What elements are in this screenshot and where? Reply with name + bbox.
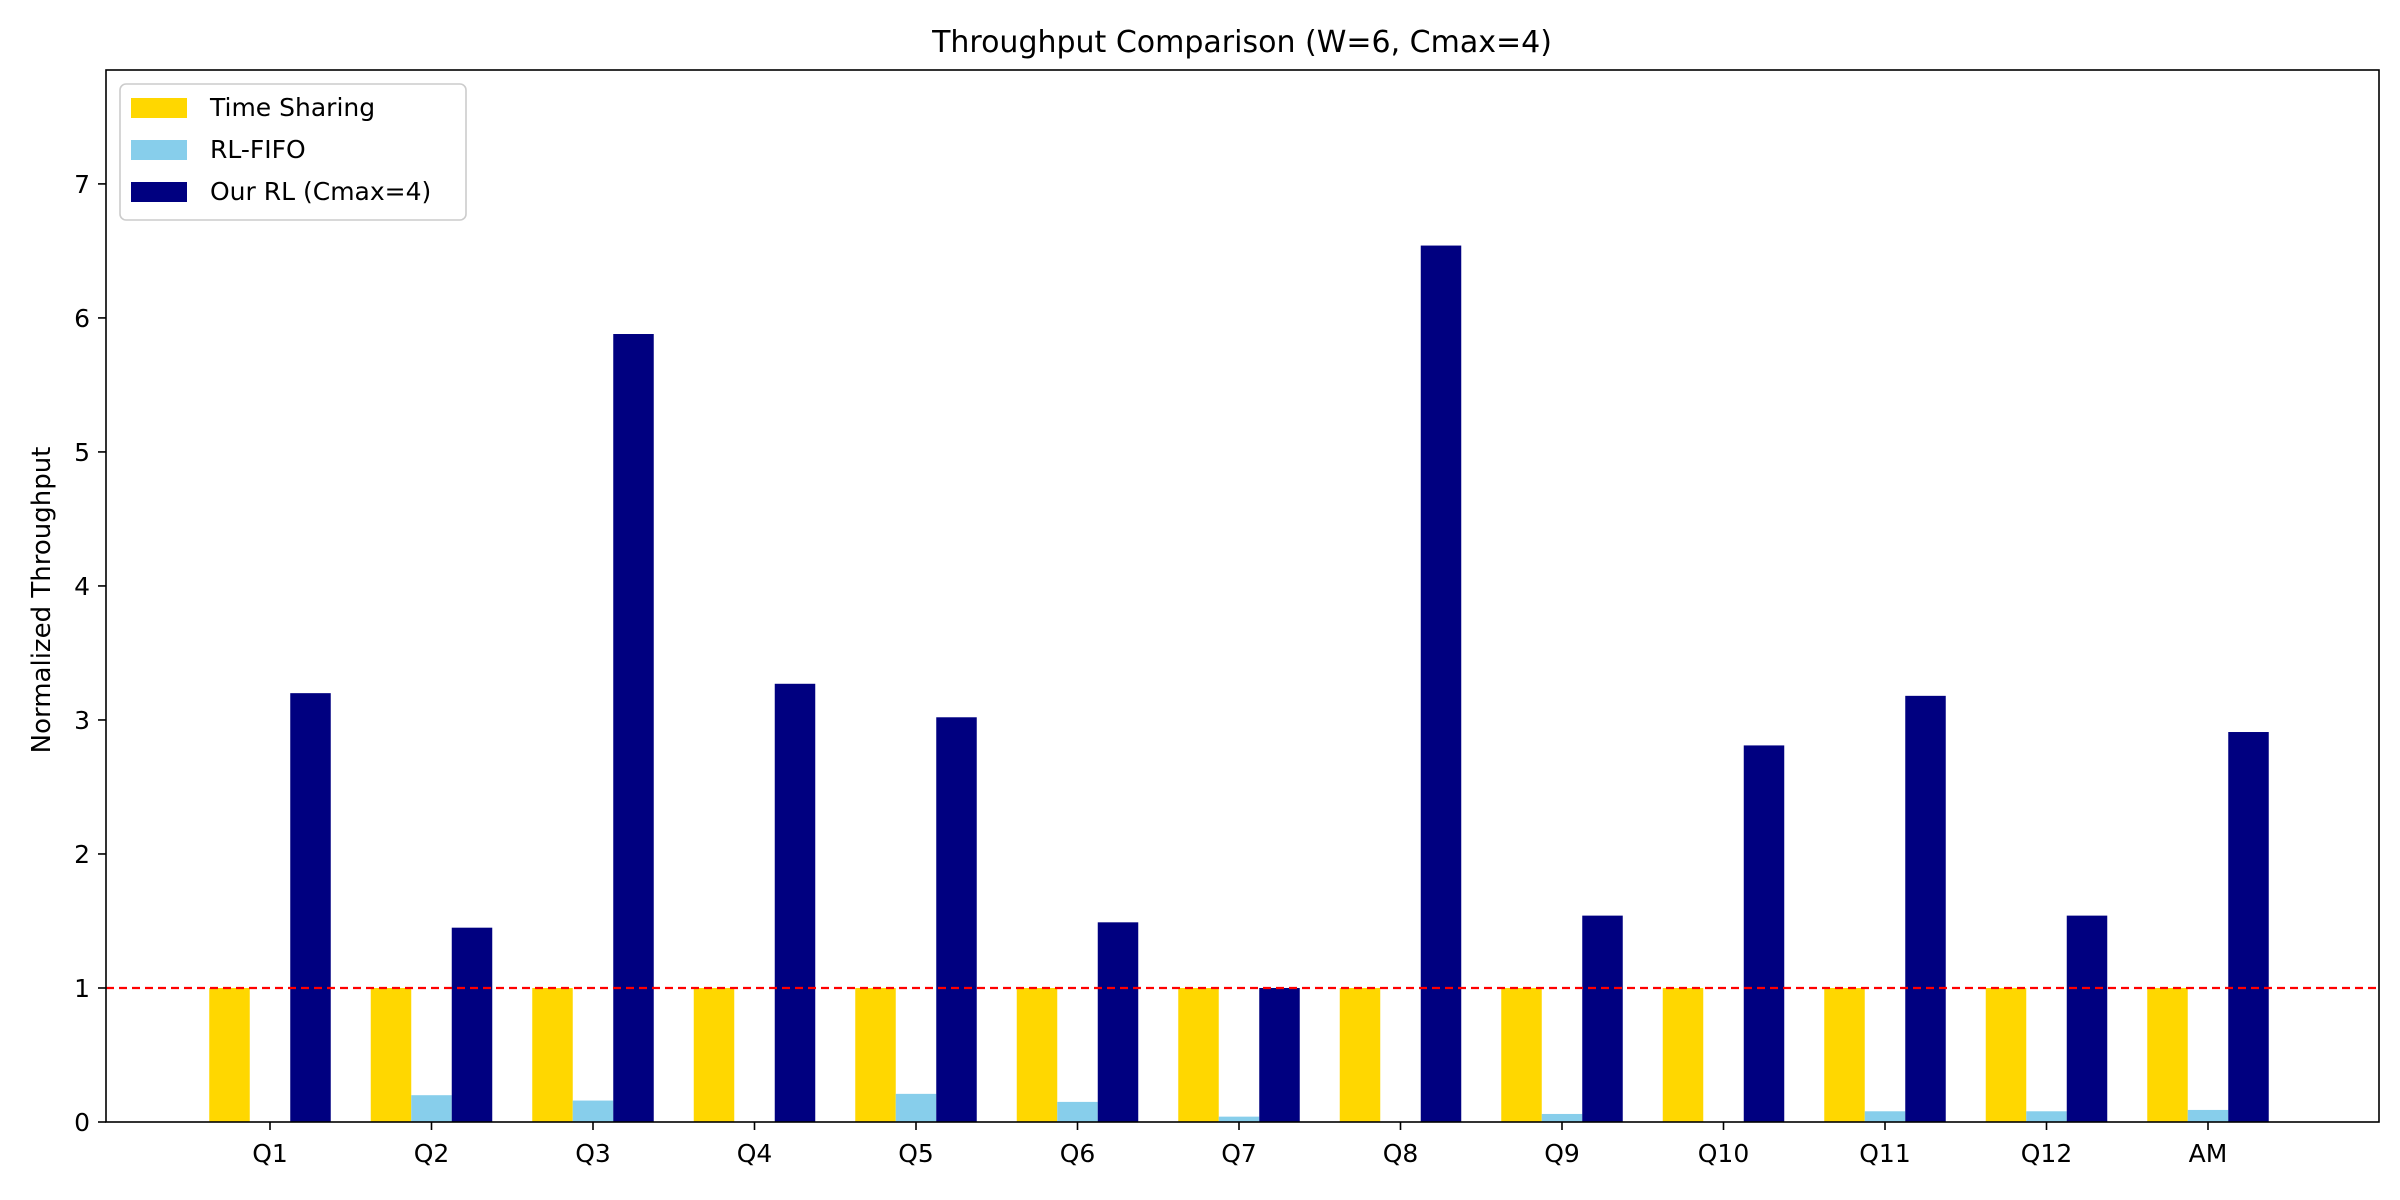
x-tick-label: Q8 bbox=[1383, 1139, 1419, 1168]
series-time-sharing-bar-q5 bbox=[855, 987, 896, 1122]
series-our-rl-cmax-4-bar-q2 bbox=[451, 927, 493, 1122]
series-rl-fifo-bar-q5 bbox=[895, 1093, 937, 1122]
series-time-sharing-bar-q8 bbox=[1339, 987, 1381, 1122]
x-tick-label: Q10 bbox=[1698, 1139, 1750, 1168]
legend-label: Our RL (Cmax=4) bbox=[210, 177, 431, 206]
legend-swatch bbox=[131, 98, 187, 118]
series-time-sharing-bar-q12 bbox=[1985, 987, 2027, 1122]
series-time-sharing-bar-q10 bbox=[1662, 987, 1704, 1122]
series-our-rl-cmax-4-bar-q12 bbox=[2066, 915, 2108, 1122]
series-our-rl-cmax-4-bar-q1 bbox=[290, 693, 331, 1122]
chart-title: Throughput Comparison (W=6, Cmax=4) bbox=[931, 25, 1552, 60]
x-tick-label: Q1 bbox=[252, 1139, 288, 1168]
series-our-rl-cmax-4-bar-q6 bbox=[1097, 922, 1139, 1122]
series-time-sharing-bar-q4 bbox=[693, 987, 735, 1122]
x-tick-label: Q7 bbox=[1221, 1139, 1257, 1168]
x-tick-label: AM bbox=[2189, 1139, 2228, 1168]
series-time-sharing-bar-q1 bbox=[209, 987, 250, 1122]
y-tick-label: 0 bbox=[74, 1108, 90, 1137]
series-time-sharing-bar-q7 bbox=[1178, 987, 1219, 1122]
x-tick-label: Q3 bbox=[575, 1139, 611, 1168]
legend-label: Time Sharing bbox=[209, 93, 375, 122]
series-time-sharing-bar-q11 bbox=[1824, 987, 1865, 1122]
y-tick-label: 1 bbox=[74, 974, 90, 1003]
legend: Time Sharing RL-FIFO Our RL (Cmax=4) bbox=[119, 83, 467, 221]
y-axis: 0 1 2 3 4 5 6 7 bbox=[74, 170, 106, 1137]
series-our-rl-cmax-4-bar-q5 bbox=[936, 717, 977, 1122]
series-our-rl-cmax-4-bar-q11 bbox=[1905, 695, 1946, 1122]
series-rl-fifo-bar-q6 bbox=[1057, 1101, 1098, 1122]
y-tick-label: 2 bbox=[74, 840, 90, 869]
series-our-rl-cmax-4-bar-am bbox=[2228, 732, 2269, 1122]
x-axis: Q1 Q2 Q3 Q4 Q5 Q6 Q7 Q8 Q9 Q10 Q11 Q12 AM bbox=[252, 1122, 2227, 1168]
series-our-rl-cmax-4-bar-q7 bbox=[1259, 987, 1300, 1122]
series-our-rl-cmax-4-bar-q4 bbox=[774, 683, 816, 1122]
y-tick-label: 7 bbox=[74, 170, 90, 199]
x-tick-label: Q9 bbox=[1544, 1139, 1580, 1168]
series-time-sharing-bar-q3 bbox=[532, 987, 573, 1122]
series-time-sharing-bar-q2 bbox=[370, 987, 412, 1122]
y-tick-label: 5 bbox=[74, 438, 90, 467]
legend-swatch bbox=[131, 140, 187, 160]
series-rl-fifo-bar-q11 bbox=[1864, 1111, 1906, 1122]
series-our-rl-cmax-4-bar-q3 bbox=[613, 334, 654, 1122]
series-time-sharing-bar-am bbox=[2147, 987, 2188, 1122]
series-rl-fifo-bar-q9 bbox=[1541, 1113, 1583, 1122]
series-rl-fifo-bar-am bbox=[2187, 1109, 2229, 1122]
y-tick-label: 3 bbox=[74, 706, 90, 735]
x-tick-label: Q4 bbox=[737, 1139, 773, 1168]
x-tick-label: Q6 bbox=[1060, 1139, 1096, 1168]
x-tick-label: Q11 bbox=[1859, 1139, 1911, 1168]
bar-group bbox=[209, 245, 2269, 1122]
series-our-rl-cmax-4-bar-q10 bbox=[1743, 745, 1785, 1122]
legend-box bbox=[119, 83, 467, 221]
x-tick-label: Q12 bbox=[2021, 1139, 2073, 1168]
x-tick-label: Q2 bbox=[414, 1139, 450, 1168]
series-our-rl-cmax-4-bar-q8 bbox=[1420, 245, 1462, 1122]
y-tick-label: 4 bbox=[74, 572, 90, 601]
x-tick-label: Q5 bbox=[898, 1139, 934, 1168]
plot-frame bbox=[105, 69, 2380, 1123]
series-rl-fifo-bar-q3 bbox=[572, 1100, 614, 1122]
y-tick-label: 6 bbox=[74, 304, 90, 333]
series-time-sharing-bar-q9 bbox=[1501, 987, 1542, 1122]
y-axis-title: Normalized Throughput bbox=[27, 447, 57, 754]
legend-swatch bbox=[131, 182, 187, 202]
series-rl-fifo-bar-q7 bbox=[1218, 1116, 1260, 1122]
series-our-rl-cmax-4-bar-q9 bbox=[1582, 915, 1623, 1122]
series-rl-fifo-bar-q12 bbox=[2026, 1111, 2067, 1122]
legend-label: RL-FIFO bbox=[210, 135, 306, 164]
series-rl-fifo-bar-q2 bbox=[411, 1095, 452, 1122]
series-time-sharing-bar-q6 bbox=[1016, 987, 1058, 1122]
